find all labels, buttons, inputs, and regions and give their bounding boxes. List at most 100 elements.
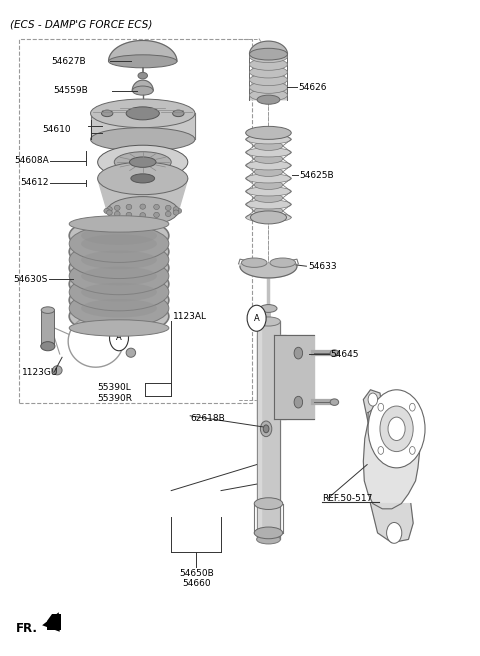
Text: 1123AL: 1123AL <box>173 312 206 321</box>
Ellipse shape <box>246 135 291 144</box>
Ellipse shape <box>81 307 157 325</box>
Ellipse shape <box>250 74 288 86</box>
Ellipse shape <box>250 49 288 60</box>
Ellipse shape <box>254 129 283 137</box>
Ellipse shape <box>114 211 120 216</box>
Ellipse shape <box>166 211 171 216</box>
Text: A: A <box>254 314 260 323</box>
Ellipse shape <box>132 86 153 95</box>
Circle shape <box>386 522 402 543</box>
Polygon shape <box>258 321 261 539</box>
Ellipse shape <box>126 205 132 209</box>
Ellipse shape <box>257 95 280 104</box>
Polygon shape <box>97 178 188 211</box>
Polygon shape <box>257 335 286 419</box>
Polygon shape <box>108 41 177 61</box>
Polygon shape <box>250 54 288 100</box>
Text: 62618B: 62618B <box>190 414 225 423</box>
Ellipse shape <box>254 498 283 510</box>
Polygon shape <box>91 113 195 139</box>
Text: A: A <box>116 333 122 342</box>
Text: 54633: 54633 <box>308 262 336 271</box>
Ellipse shape <box>53 366 62 375</box>
Polygon shape <box>250 41 288 54</box>
Ellipse shape <box>107 210 112 215</box>
Ellipse shape <box>246 148 291 157</box>
Text: 54559B: 54559B <box>53 86 88 95</box>
Bar <box>19 39 252 403</box>
Ellipse shape <box>250 66 288 78</box>
Ellipse shape <box>246 161 291 170</box>
Ellipse shape <box>254 180 283 190</box>
Ellipse shape <box>130 157 156 167</box>
Text: 54608A: 54608A <box>14 156 49 165</box>
Ellipse shape <box>69 289 169 327</box>
Text: 55390L
55390R: 55390L 55390R <box>97 383 132 403</box>
Text: (ECS - DAMP'G FORCE ECS): (ECS - DAMP'G FORCE ECS) <box>10 19 152 29</box>
Ellipse shape <box>246 200 291 209</box>
Text: FR.: FR. <box>16 622 38 635</box>
Ellipse shape <box>140 204 145 209</box>
Circle shape <box>388 417 405 441</box>
Ellipse shape <box>261 421 272 437</box>
Ellipse shape <box>246 174 291 183</box>
Ellipse shape <box>250 58 288 70</box>
Ellipse shape <box>173 110 184 117</box>
Ellipse shape <box>251 211 287 224</box>
Ellipse shape <box>81 226 157 245</box>
Ellipse shape <box>254 527 283 539</box>
Ellipse shape <box>254 141 283 150</box>
Ellipse shape <box>81 299 157 318</box>
Ellipse shape <box>250 51 288 62</box>
Polygon shape <box>274 335 314 419</box>
Circle shape <box>378 403 384 411</box>
Ellipse shape <box>257 535 280 544</box>
Ellipse shape <box>241 258 267 268</box>
Ellipse shape <box>126 348 136 358</box>
Ellipse shape <box>138 72 147 79</box>
Ellipse shape <box>107 207 112 212</box>
Ellipse shape <box>126 213 132 218</box>
Ellipse shape <box>270 258 296 268</box>
Polygon shape <box>240 264 297 278</box>
Ellipse shape <box>254 154 283 163</box>
Circle shape <box>409 403 415 411</box>
Ellipse shape <box>154 213 159 218</box>
Ellipse shape <box>330 350 339 356</box>
Polygon shape <box>47 614 61 630</box>
Ellipse shape <box>250 89 288 101</box>
Text: 54626: 54626 <box>298 83 326 92</box>
Ellipse shape <box>257 317 280 326</box>
Ellipse shape <box>254 207 283 215</box>
Circle shape <box>368 390 425 468</box>
Ellipse shape <box>91 128 195 151</box>
Polygon shape <box>371 504 413 543</box>
Circle shape <box>368 393 378 406</box>
Text: 54645: 54645 <box>330 350 359 359</box>
Ellipse shape <box>69 320 169 336</box>
Ellipse shape <box>246 127 291 139</box>
Ellipse shape <box>176 209 181 213</box>
Ellipse shape <box>81 251 157 269</box>
Circle shape <box>380 406 413 451</box>
Ellipse shape <box>81 243 157 261</box>
Ellipse shape <box>81 283 157 302</box>
Polygon shape <box>363 405 420 509</box>
Ellipse shape <box>108 55 177 68</box>
Ellipse shape <box>81 234 157 253</box>
Text: 54630S: 54630S <box>13 275 48 283</box>
Ellipse shape <box>69 225 169 262</box>
Ellipse shape <box>330 399 339 405</box>
Bar <box>41 310 55 346</box>
Ellipse shape <box>97 145 188 179</box>
Ellipse shape <box>131 174 155 183</box>
Text: 54625B: 54625B <box>299 171 334 180</box>
Text: REF.50-517: REF.50-517 <box>322 494 372 503</box>
Ellipse shape <box>69 265 169 303</box>
Circle shape <box>409 447 415 455</box>
Ellipse shape <box>81 266 157 285</box>
Ellipse shape <box>69 281 169 319</box>
Ellipse shape <box>69 249 169 287</box>
Text: 54612: 54612 <box>20 178 49 188</box>
Ellipse shape <box>69 274 169 311</box>
